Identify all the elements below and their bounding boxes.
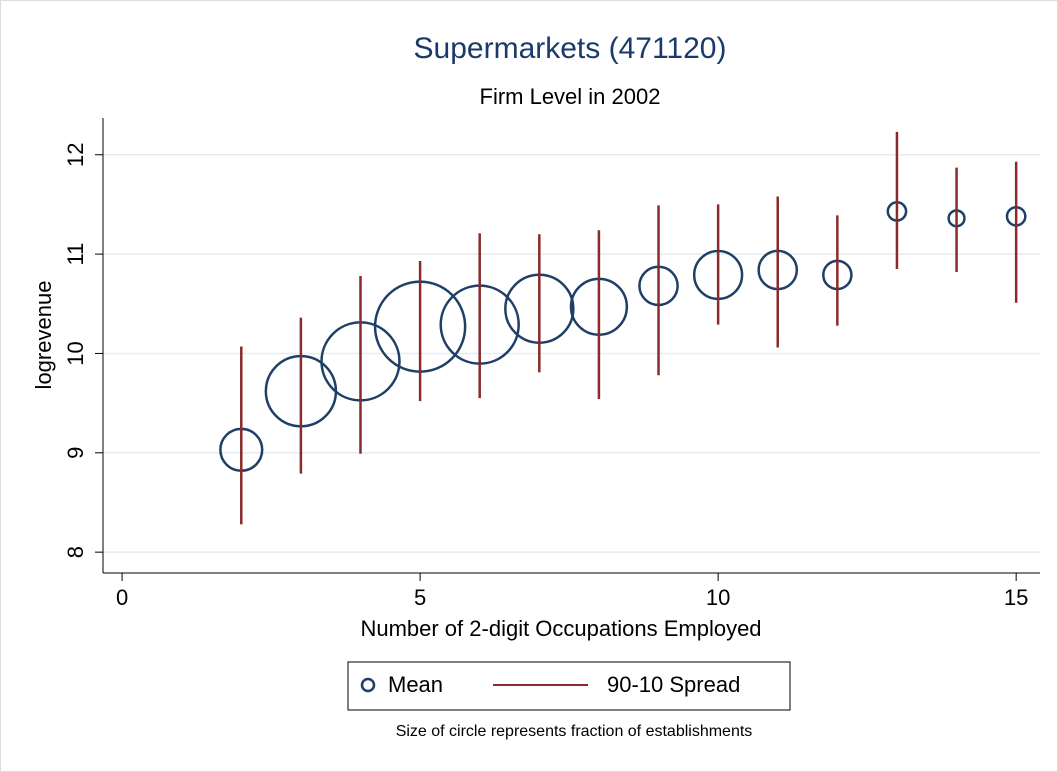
x-axis-label: Number of 2-digit Occupations Employed	[360, 616, 761, 641]
x-tick-label: 5	[414, 585, 426, 610]
y-tick-label: 11	[63, 243, 88, 266]
y-axis-label: logrevenue	[31, 281, 56, 390]
y-tick-label: 10	[63, 341, 88, 365]
x-tick-label: 15	[1004, 585, 1028, 610]
legend-label: Mean	[388, 672, 443, 697]
chart-subtitle: Firm Level in 2002	[480, 84, 661, 109]
legend-marker	[360, 677, 376, 693]
chart-title: Supermarkets (471120)	[414, 32, 727, 65]
x-tick-label: 0	[116, 585, 128, 610]
legend-label: 90-10 Spread	[607, 672, 740, 697]
note: Size of circle represents fraction of es…	[396, 723, 753, 740]
y-tick-label: 8	[63, 546, 88, 558]
y-tick-label: 9	[63, 447, 88, 459]
x-tick-label: 10	[706, 585, 730, 610]
y-tick-label: 12	[63, 143, 88, 167]
